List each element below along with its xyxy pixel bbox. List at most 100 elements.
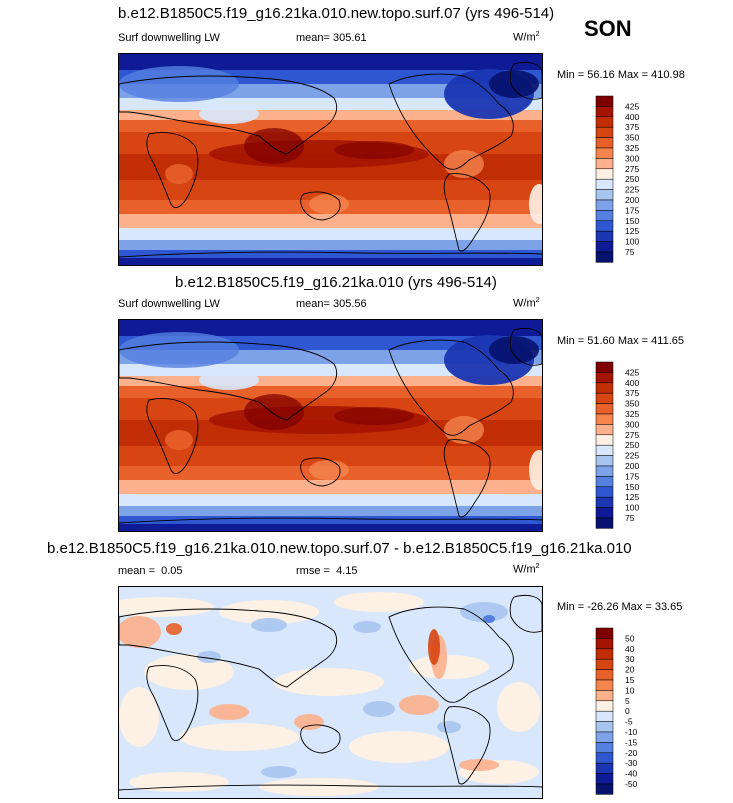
panel-3-units-text: W/m — [513, 563, 536, 576]
colorbar-box — [595, 465, 614, 477]
colorbar-box — [595, 251, 614, 263]
field-blob — [309, 460, 349, 480]
colorbar-label: 250 — [625, 440, 639, 450]
colorbar-box — [595, 95, 614, 107]
colorbar-box — [595, 486, 614, 498]
field-blob — [334, 407, 414, 425]
colorbar-box — [595, 392, 614, 404]
colorbar-label: 375 — [625, 122, 639, 132]
panel-2-units-text: W/m — [513, 297, 536, 310]
panel-3-map — [118, 586, 543, 799]
colorbar-label: -5 — [625, 717, 633, 727]
field-blob — [334, 141, 414, 159]
colorbar-label: 5 — [625, 696, 630, 706]
field-blob — [199, 104, 259, 124]
colorbar-box — [595, 106, 614, 118]
panel-1-mean: mean= 305.61 — [296, 32, 367, 44]
panel-2-minmax: Min = 51.60 Max = 411.65 — [557, 335, 684, 347]
panel-1-variable: Surf downwelling LW — [118, 32, 220, 44]
field-blob — [197, 651, 221, 663]
colorbar-label: 425 — [625, 101, 639, 111]
coastline — [119, 517, 542, 524]
colorbar-box — [595, 627, 614, 639]
field-blob — [165, 430, 193, 450]
panel-3-map-svg — [119, 587, 542, 798]
season-label: SON — [584, 16, 632, 41]
panel-1-minmax: Min = 56.16 Max = 410.98 — [557, 69, 685, 81]
panel-2-map-svg — [119, 320, 542, 531]
colorbar-box — [595, 773, 614, 785]
colorbar-box — [595, 230, 614, 242]
field-blob — [119, 66, 239, 102]
panel-1-units: W/m2 — [513, 31, 540, 44]
colorbar-label: 125 — [625, 226, 639, 236]
field-blob — [529, 184, 542, 224]
colorbar-label: 175 — [625, 205, 639, 215]
field-blob — [119, 616, 161, 648]
field-blob — [119, 332, 239, 368]
field-band — [119, 250, 542, 258]
field-blob — [399, 695, 439, 715]
colorbar-box — [595, 126, 614, 138]
colorbar-label: 350 — [625, 133, 639, 143]
coastline — [146, 665, 199, 741]
colorbar-label: 275 — [625, 164, 639, 174]
coastline — [443, 173, 491, 252]
field-blob — [428, 629, 440, 665]
coastline — [146, 132, 199, 208]
field-band — [119, 506, 542, 516]
panel-1-map-svg — [119, 54, 542, 265]
field-blob — [165, 164, 193, 184]
panel-2-map — [118, 319, 543, 532]
colorbar-box — [595, 424, 614, 436]
colorbar-box — [595, 783, 614, 795]
field-blob — [144, 654, 234, 690]
panel-1-title: b.e12.B1850C5.f19_g16.21ka.010.new.topo.… — [118, 5, 555, 22]
coastline — [388, 339, 514, 436]
colorbar-box — [595, 158, 614, 170]
field-band — [119, 240, 542, 250]
colorbar-label: 100 — [625, 503, 639, 513]
field-blob — [244, 394, 304, 430]
panel-3-rmse-value: 4.15 — [336, 565, 358, 577]
panel-2-mean-label: mean= — [296, 298, 330, 310]
colorbar-label: 125 — [625, 492, 639, 502]
colorbar-box — [595, 168, 614, 180]
colorbar-box — [595, 210, 614, 222]
colorbar-box — [595, 762, 614, 774]
colorbar-box — [595, 476, 614, 488]
panel-1-mean-label: mean= — [296, 32, 330, 44]
field-blob — [334, 592, 424, 612]
colorbar-box — [595, 116, 614, 128]
panel-2-mean-value: 305.56 — [333, 298, 367, 310]
coastline — [509, 594, 542, 633]
coastline — [300, 191, 341, 221]
coastline — [119, 341, 338, 421]
colorbar-box — [595, 444, 614, 456]
colorbar-box — [595, 638, 614, 650]
colorbar-box — [595, 199, 614, 211]
coastline — [119, 251, 542, 258]
field-blob — [437, 721, 461, 733]
coastline — [509, 327, 542, 366]
colorbar-box — [595, 752, 614, 764]
field-band — [119, 180, 542, 200]
field-blob — [309, 194, 349, 214]
colorbar-label: 200 — [625, 195, 639, 205]
field-blob — [497, 682, 541, 732]
colorbar-box — [595, 721, 614, 733]
field-blob — [179, 723, 299, 751]
field-band — [119, 320, 542, 336]
field-blob — [459, 759, 499, 771]
colorbar-box — [595, 690, 614, 702]
field-blob — [119, 687, 159, 747]
colorbar-box — [595, 361, 614, 373]
colorbar-label: 50 — [625, 633, 635, 643]
colorbar-label: 300 — [625, 419, 639, 429]
colorbar-label: 425 — [625, 367, 639, 377]
colorbar-label: 150 — [625, 216, 639, 226]
colorbar-box — [595, 731, 614, 743]
panel-2-colorbar: 4254003753503253002752502252001751501251… — [595, 361, 639, 529]
field-blob — [251, 618, 287, 632]
